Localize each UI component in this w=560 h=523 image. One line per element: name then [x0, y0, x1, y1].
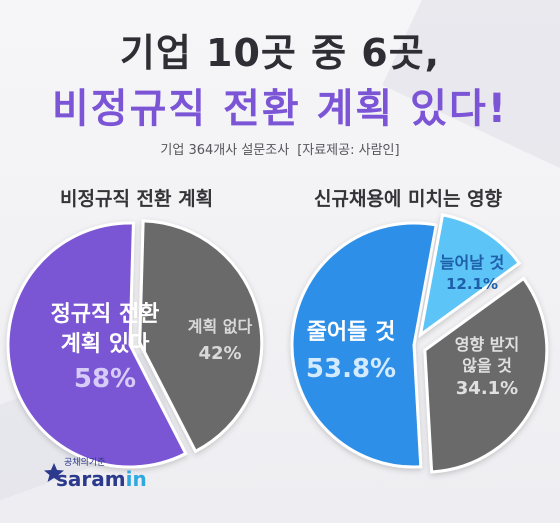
slice-label-increase: 늘어날 것 12.1% [426, 252, 518, 293]
pie-slice-decrease [290, 221, 438, 469]
slice-category: 영향 받지 [454, 335, 520, 354]
slice-category: 정규직 전환 [50, 302, 160, 327]
logo-wordmark: saramin [56, 467, 147, 491]
slice-category: 계획 없다 [187, 317, 253, 336]
slice-value: 34.1% [455, 378, 519, 399]
slice-value: 53.8% [305, 354, 397, 384]
pie-slice-no-effect [423, 276, 549, 474]
slice-category: 않을 것 [462, 356, 512, 375]
logo-brand-main: saram [56, 467, 126, 491]
logo-tagline: 공채의기준 [64, 458, 106, 468]
pie-slice-convert [6, 221, 188, 469]
chart-title-conversion-plan: 비정규직 전환 계획 [60, 188, 214, 210]
subtitle: 기업 364개사 설문조사 [자료제공: 사람인] [0, 139, 560, 158]
pie-slice-increase [418, 213, 522, 339]
slice-category: 줄어들 것 [306, 320, 396, 345]
chart-title-hiring-impact: 신규채용에 미치는 영향 [314, 188, 503, 210]
star-icon [44, 463, 64, 482]
title-line-1: 기업 10곳 중 6곳, [119, 31, 441, 75]
logo-brand-accent: in [125, 467, 147, 491]
slice-label-convert: 정규직 전환 계획 있다 58% [30, 300, 180, 394]
slice-category: 늘어날 것 [439, 253, 505, 272]
slice-label-no-plan: 계획 없다 42% [170, 316, 270, 364]
slice-value: 42% [198, 343, 242, 364]
pie-slice-no-plan [138, 219, 264, 454]
survey-info: 기업 364개사 설문조사 [160, 143, 290, 158]
source-credit: [자료제공: 사람인] [297, 143, 400, 158]
title-line-2: 비정규직 전환 계획 있다! [51, 86, 509, 132]
slice-label-decrease: 줄어들 것 53.8% [286, 318, 416, 384]
slice-category: 계획 있다 [60, 332, 150, 357]
slice-label-no-effect: 영향 받지 않을 것 34.1% [432, 334, 542, 399]
saramin-logo: 공채의기준 saramin [42, 455, 147, 505]
slice-value: 58% [73, 364, 137, 394]
slice-value: 12.1% [445, 275, 499, 293]
